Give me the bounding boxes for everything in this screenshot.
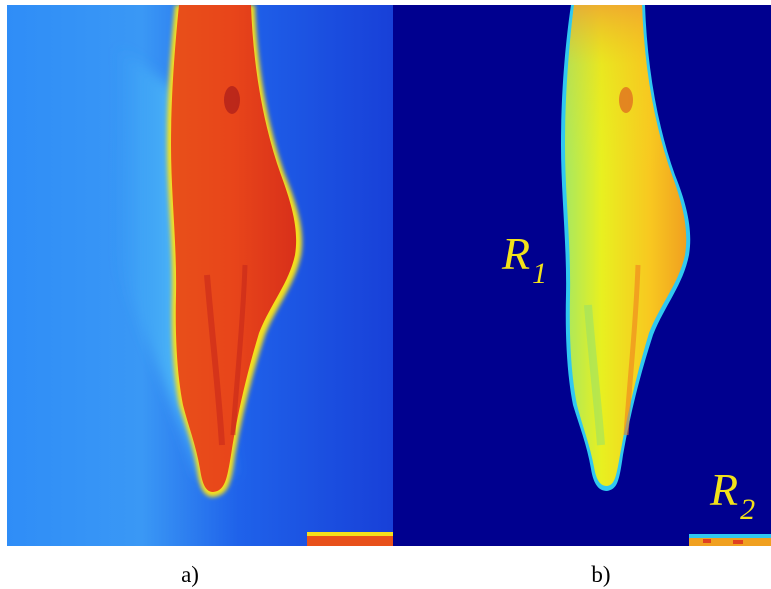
panel-a-caption: a) bbox=[181, 562, 199, 587]
thermal-image-raw-graphic bbox=[7, 5, 393, 546]
thermal-image-segmented: R1 R2 bbox=[393, 5, 771, 546]
region-label-r1-sub: 1 bbox=[532, 257, 548, 290]
region-label-r1-main: R bbox=[502, 228, 531, 279]
region-label-r2-main: R bbox=[710, 464, 739, 515]
region-label-r2-sub: 2 bbox=[740, 493, 756, 526]
panel-b-caption: b) bbox=[591, 562, 611, 587]
thermal-image-segmented-graphic bbox=[393, 5, 771, 546]
region-label-r2: R2 bbox=[710, 464, 755, 525]
thermal-image-raw bbox=[7, 5, 393, 546]
region-label-r1: R1 bbox=[502, 228, 547, 289]
